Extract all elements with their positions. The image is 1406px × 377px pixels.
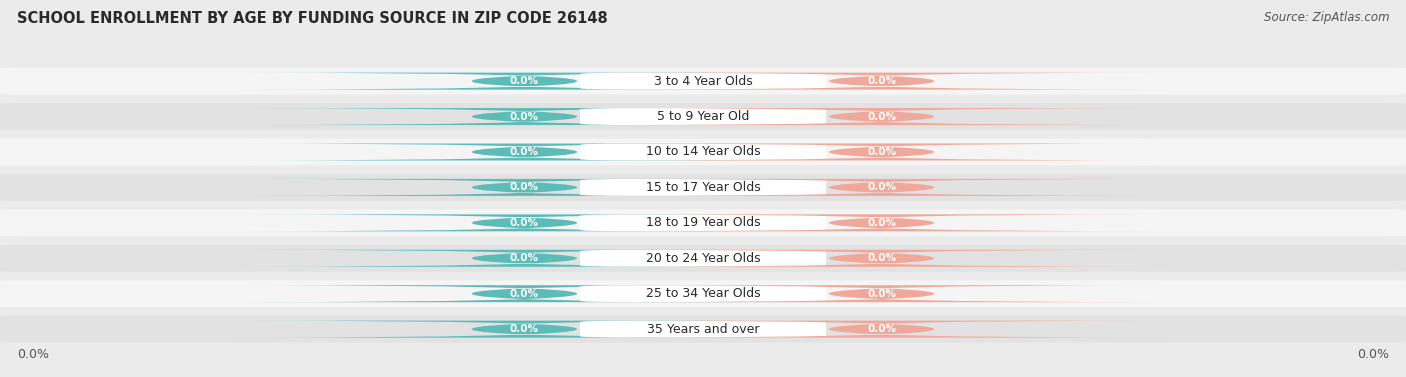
Text: 0.0%: 0.0% xyxy=(510,253,538,263)
Text: 0.0%: 0.0% xyxy=(510,289,538,299)
FancyBboxPatch shape xyxy=(596,73,1167,90)
Text: 0.0%: 0.0% xyxy=(510,182,538,192)
FancyBboxPatch shape xyxy=(596,320,1167,338)
Text: 35 Years and over: 35 Years and over xyxy=(647,323,759,336)
FancyBboxPatch shape xyxy=(0,103,1406,130)
Text: 0.0%: 0.0% xyxy=(510,147,538,157)
FancyBboxPatch shape xyxy=(240,144,810,161)
FancyBboxPatch shape xyxy=(240,215,810,231)
Text: 3 to 4 Year Olds: 3 to 4 Year Olds xyxy=(654,75,752,87)
FancyBboxPatch shape xyxy=(596,108,1167,125)
FancyBboxPatch shape xyxy=(0,138,1406,166)
Text: 0.0%: 0.0% xyxy=(868,147,896,157)
Text: 10 to 14 Year Olds: 10 to 14 Year Olds xyxy=(645,146,761,158)
FancyBboxPatch shape xyxy=(0,67,1406,95)
FancyBboxPatch shape xyxy=(596,250,1167,267)
FancyBboxPatch shape xyxy=(596,144,1167,161)
FancyBboxPatch shape xyxy=(581,320,827,338)
FancyBboxPatch shape xyxy=(0,174,1406,201)
FancyBboxPatch shape xyxy=(240,73,810,90)
Text: 18 to 19 Year Olds: 18 to 19 Year Olds xyxy=(645,216,761,229)
FancyBboxPatch shape xyxy=(596,285,1167,302)
Text: 0.0%: 0.0% xyxy=(17,348,49,361)
FancyBboxPatch shape xyxy=(581,285,827,302)
FancyBboxPatch shape xyxy=(240,108,810,125)
Text: SCHOOL ENROLLMENT BY AGE BY FUNDING SOURCE IN ZIP CODE 26148: SCHOOL ENROLLMENT BY AGE BY FUNDING SOUR… xyxy=(17,11,607,26)
FancyBboxPatch shape xyxy=(581,179,827,196)
FancyBboxPatch shape xyxy=(581,108,827,125)
FancyBboxPatch shape xyxy=(0,280,1406,307)
FancyBboxPatch shape xyxy=(581,250,827,267)
FancyBboxPatch shape xyxy=(240,179,810,196)
Text: 5 to 9 Year Old: 5 to 9 Year Old xyxy=(657,110,749,123)
Text: 0.0%: 0.0% xyxy=(868,76,896,86)
FancyBboxPatch shape xyxy=(581,144,827,161)
Text: 20 to 24 Year Olds: 20 to 24 Year Olds xyxy=(645,252,761,265)
FancyBboxPatch shape xyxy=(240,285,810,302)
Text: 0.0%: 0.0% xyxy=(868,253,896,263)
Text: 0.0%: 0.0% xyxy=(868,289,896,299)
Text: 0.0%: 0.0% xyxy=(510,324,538,334)
Text: Source: ZipAtlas.com: Source: ZipAtlas.com xyxy=(1264,11,1389,24)
Text: 0.0%: 0.0% xyxy=(868,324,896,334)
FancyBboxPatch shape xyxy=(240,250,810,267)
Text: 0.0%: 0.0% xyxy=(510,218,538,228)
FancyBboxPatch shape xyxy=(596,179,1167,196)
Text: 0.0%: 0.0% xyxy=(510,112,538,121)
Text: 0.0%: 0.0% xyxy=(868,182,896,192)
Text: 0.0%: 0.0% xyxy=(868,112,896,121)
Text: 0.0%: 0.0% xyxy=(868,218,896,228)
FancyBboxPatch shape xyxy=(240,320,810,338)
FancyBboxPatch shape xyxy=(581,215,827,231)
FancyBboxPatch shape xyxy=(596,215,1167,231)
FancyBboxPatch shape xyxy=(0,209,1406,236)
Text: 15 to 17 Year Olds: 15 to 17 Year Olds xyxy=(645,181,761,194)
FancyBboxPatch shape xyxy=(0,316,1406,343)
FancyBboxPatch shape xyxy=(581,73,827,90)
Text: 0.0%: 0.0% xyxy=(1357,348,1389,361)
Text: 0.0%: 0.0% xyxy=(510,76,538,86)
Text: 25 to 34 Year Olds: 25 to 34 Year Olds xyxy=(645,287,761,300)
FancyBboxPatch shape xyxy=(0,245,1406,272)
